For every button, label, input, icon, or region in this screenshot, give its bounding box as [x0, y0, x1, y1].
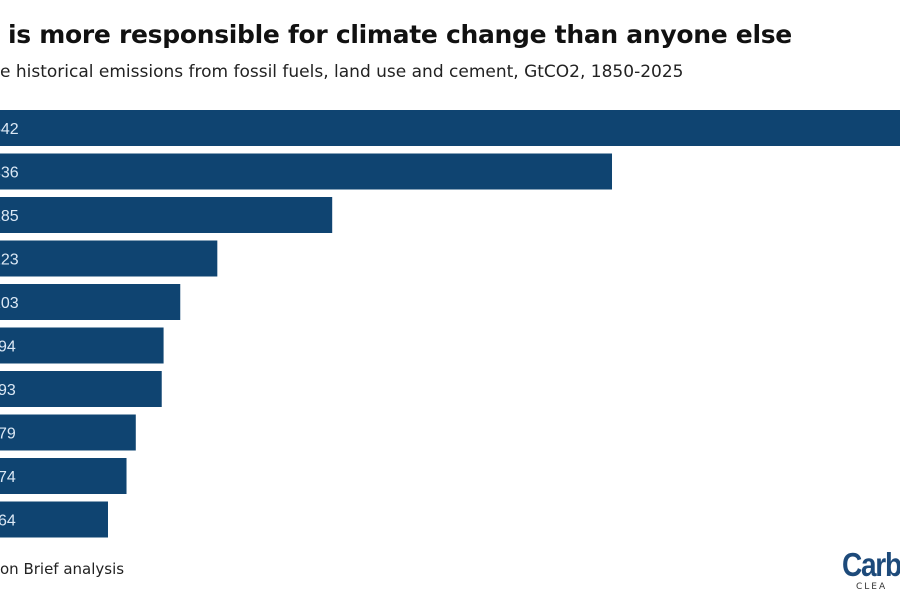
bar-value-label: 185 [0, 208, 19, 225]
bar-value-label: 103 [0, 295, 19, 312]
chart-subtitle: e historical emissions from fossil fuels… [0, 62, 684, 82]
bar-value-label: 123 [0, 252, 19, 269]
bar [0, 501, 108, 538]
bar-value-label: 74 [0, 469, 16, 486]
bar-value-label: 336 [0, 165, 19, 182]
bar [0, 240, 218, 277]
source-note: on Brief analysis [0, 560, 125, 578]
logo-text: Carb [842, 546, 900, 583]
bar-value-label: 93 [0, 382, 16, 399]
bar [0, 414, 136, 451]
carbon-brief-logo: Carb CLEA [842, 548, 900, 593]
bar [0, 284, 181, 320]
bar [0, 327, 164, 364]
bar [0, 458, 127, 494]
bar-value-label: 94 [0, 339, 16, 356]
bar-value-label: 79 [0, 426, 16, 443]
bar [0, 371, 162, 407]
bar [0, 110, 900, 146]
logo-subtext: CLEA [856, 582, 888, 592]
bar-value-label: 64 [0, 513, 16, 530]
bar [0, 197, 333, 233]
bar [0, 153, 613, 190]
chart-title: is more responsible for climate change t… [8, 20, 792, 49]
bar-value-label: 542 [0, 121, 19, 138]
